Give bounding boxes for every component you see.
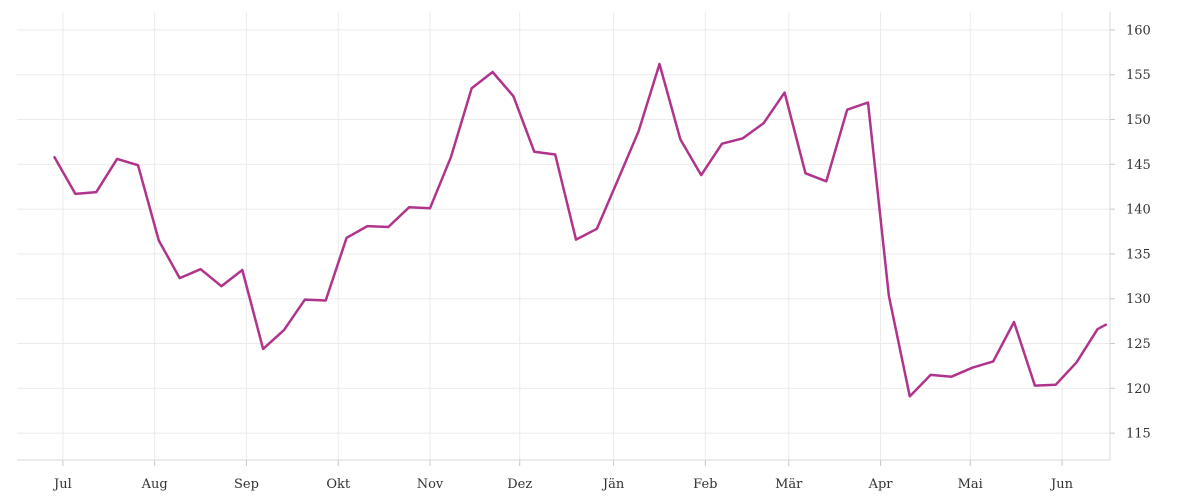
x-tick-label: Dez xyxy=(507,477,532,492)
data-point xyxy=(199,268,201,270)
x-tick-label: Nov xyxy=(417,477,444,492)
data-point xyxy=(888,295,890,297)
y-tick-label: 115 xyxy=(1126,427,1151,442)
axes xyxy=(17,12,1115,466)
data-point xyxy=(909,395,911,397)
data-point xyxy=(554,153,556,155)
x-tick-label: Mär xyxy=(775,477,803,492)
data-point xyxy=(512,95,514,97)
x-tick-label: Jun xyxy=(1049,477,1074,492)
data-point xyxy=(846,109,848,111)
data-point xyxy=(366,225,368,227)
y-tick-label: 155 xyxy=(1126,68,1151,83)
x-tick-label: Jul xyxy=(52,477,72,492)
data-point xyxy=(763,122,765,124)
data-point xyxy=(137,164,139,166)
data-point xyxy=(825,180,827,182)
x-tick-label: Okt xyxy=(326,477,351,492)
x-tick-label: Aug xyxy=(141,477,168,492)
data-point xyxy=(596,228,598,230)
y-tick-label: 125 xyxy=(1126,337,1151,352)
data-point xyxy=(450,156,452,158)
x-tick-label: Mai xyxy=(958,477,983,492)
data-point xyxy=(262,348,264,350)
y-tick-label: 120 xyxy=(1126,382,1151,397)
data-point xyxy=(1075,361,1077,363)
data-point xyxy=(617,179,619,181)
data-point xyxy=(74,193,76,195)
y-tick-label: 160 xyxy=(1126,23,1151,38)
data-point xyxy=(992,360,994,362)
data-point xyxy=(950,376,952,378)
data-point xyxy=(867,101,869,103)
data-point xyxy=(1055,384,1057,386)
data-point xyxy=(491,71,493,73)
data-point xyxy=(575,238,577,240)
data-point xyxy=(1034,384,1036,386)
data-point xyxy=(533,151,535,153)
data-point xyxy=(283,329,285,331)
data-point xyxy=(220,285,222,287)
data-point xyxy=(971,367,973,369)
data-point xyxy=(387,226,389,228)
x-tick-label: Feb xyxy=(693,477,717,492)
y-tick-label: 150 xyxy=(1126,113,1151,128)
data-point xyxy=(929,374,931,376)
data-point xyxy=(53,156,55,158)
data-point xyxy=(721,143,723,145)
data-point xyxy=(471,87,473,89)
data-point xyxy=(116,158,118,160)
series-line xyxy=(53,62,1108,398)
data-point xyxy=(158,239,160,241)
data-point xyxy=(1096,328,1098,330)
data-point xyxy=(783,91,785,93)
y-tick-label: 145 xyxy=(1126,158,1151,173)
data-point xyxy=(1105,324,1107,326)
data-point xyxy=(179,277,181,279)
data-point xyxy=(408,206,410,208)
y-tick-label: 130 xyxy=(1126,292,1151,307)
data-point xyxy=(679,138,681,140)
data-point xyxy=(304,298,306,300)
data-point xyxy=(429,207,431,209)
data-point xyxy=(658,63,660,65)
data-point xyxy=(804,172,806,174)
data-point xyxy=(325,299,327,301)
data-point xyxy=(345,237,347,239)
data-point xyxy=(637,130,639,132)
x-tick-label: Apr xyxy=(868,477,894,492)
data-point xyxy=(1013,321,1015,323)
data-point xyxy=(700,174,702,176)
grid-lines xyxy=(17,12,1110,460)
y-tick-label: 135 xyxy=(1126,247,1151,262)
data-point xyxy=(742,137,744,139)
y-tick-label: 140 xyxy=(1126,203,1151,218)
series-layer xyxy=(53,62,1108,398)
tick-labels: 115 120 125 130 135 140 145 150 155 160 Jul Aug Sep O… xyxy=(52,23,1151,492)
x-tick-label: Sep xyxy=(234,477,259,492)
data-point xyxy=(95,191,97,193)
x-tick-label: Jän xyxy=(601,477,625,492)
data-point xyxy=(241,269,243,271)
